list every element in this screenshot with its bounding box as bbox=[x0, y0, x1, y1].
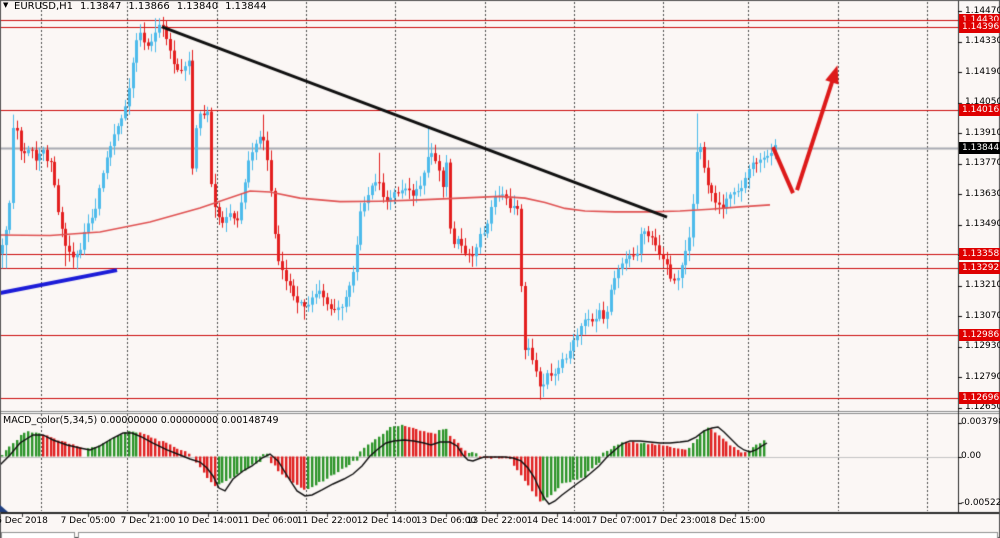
symbol-period-label: EURUSD,H1 bbox=[14, 1, 74, 12]
ohlc-high: 1.13866 bbox=[128, 1, 170, 12]
indicator-label: MACD_color(5,34,5) 0.00000000 0.00000000… bbox=[3, 415, 279, 426]
ohlc-close: 1.13844 bbox=[225, 1, 267, 12]
ohlc-low: 1.13840 bbox=[176, 1, 219, 12]
ohlc-open: 1.13847 bbox=[80, 1, 122, 12]
chart-title: EURUSD,H1 1.13847 1.13866 1.13840 1.13844 bbox=[14, 1, 273, 12]
chart-dropdown-icon[interactable]: ▼ bbox=[3, 1, 9, 9]
